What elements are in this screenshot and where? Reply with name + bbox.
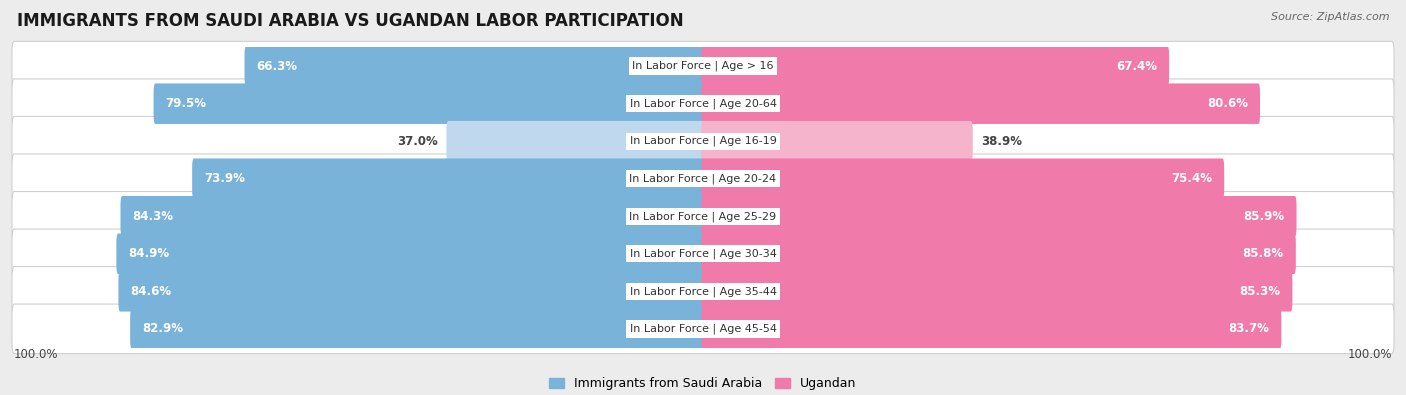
FancyBboxPatch shape [13,229,1393,278]
Text: 73.9%: 73.9% [204,172,245,185]
Text: 85.9%: 85.9% [1243,210,1285,223]
FancyBboxPatch shape [245,46,704,87]
Text: 85.3%: 85.3% [1239,285,1281,298]
Text: 100.0%: 100.0% [1347,348,1392,361]
Text: 85.8%: 85.8% [1243,247,1284,260]
FancyBboxPatch shape [131,308,704,349]
FancyBboxPatch shape [13,79,1393,128]
Legend: Immigrants from Saudi Arabia, Ugandan: Immigrants from Saudi Arabia, Ugandan [544,372,862,395]
Text: 79.5%: 79.5% [166,97,207,110]
Text: 83.7%: 83.7% [1229,322,1270,335]
Text: 66.3%: 66.3% [256,60,298,73]
FancyBboxPatch shape [446,121,704,162]
FancyBboxPatch shape [702,308,1281,349]
FancyBboxPatch shape [193,158,704,199]
FancyBboxPatch shape [702,158,1225,199]
Text: In Labor Force | Age 35-44: In Labor Force | Age 35-44 [630,286,776,297]
Text: 37.0%: 37.0% [396,135,437,148]
Text: In Labor Force | Age 20-24: In Labor Force | Age 20-24 [630,173,776,184]
Text: 75.4%: 75.4% [1171,172,1212,185]
Text: In Labor Force | Age 16-19: In Labor Force | Age 16-19 [630,136,776,147]
Text: 80.6%: 80.6% [1206,97,1249,110]
Text: In Labor Force | Age > 16: In Labor Force | Age > 16 [633,61,773,71]
Text: In Labor Force | Age 25-29: In Labor Force | Age 25-29 [630,211,776,222]
FancyBboxPatch shape [118,271,704,312]
Text: 84.6%: 84.6% [131,285,172,298]
Text: 82.9%: 82.9% [142,322,183,335]
Text: In Labor Force | Age 45-54: In Labor Force | Age 45-54 [630,324,776,334]
Text: 67.4%: 67.4% [1116,60,1157,73]
FancyBboxPatch shape [702,83,1260,124]
FancyBboxPatch shape [702,46,1168,87]
Text: 38.9%: 38.9% [981,135,1022,148]
FancyBboxPatch shape [702,271,1292,312]
FancyBboxPatch shape [13,267,1393,316]
FancyBboxPatch shape [702,121,973,162]
FancyBboxPatch shape [702,233,1296,274]
FancyBboxPatch shape [13,192,1393,241]
FancyBboxPatch shape [153,83,704,124]
Text: 100.0%: 100.0% [14,348,59,361]
FancyBboxPatch shape [121,196,704,237]
Text: IMMIGRANTS FROM SAUDI ARABIA VS UGANDAN LABOR PARTICIPATION: IMMIGRANTS FROM SAUDI ARABIA VS UGANDAN … [17,12,683,30]
Text: In Labor Force | Age 30-34: In Labor Force | Age 30-34 [630,248,776,259]
FancyBboxPatch shape [13,41,1393,91]
FancyBboxPatch shape [13,117,1393,166]
FancyBboxPatch shape [117,233,704,274]
FancyBboxPatch shape [13,304,1393,354]
Text: Source: ZipAtlas.com: Source: ZipAtlas.com [1271,12,1389,22]
Text: In Labor Force | Age 20-64: In Labor Force | Age 20-64 [630,98,776,109]
FancyBboxPatch shape [13,154,1393,203]
Text: 84.3%: 84.3% [132,210,173,223]
Text: 84.9%: 84.9% [128,247,170,260]
FancyBboxPatch shape [702,196,1296,237]
